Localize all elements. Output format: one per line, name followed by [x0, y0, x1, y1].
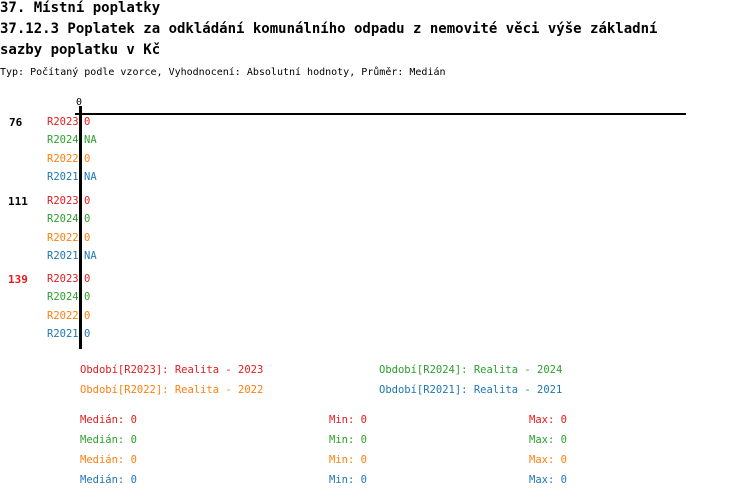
- stat-median: Medián: 0: [80, 434, 137, 446]
- series-label: R2023: [47, 273, 79, 285]
- data-label: NA: [84, 249, 97, 262]
- legend-entry: Období[R2024]: Realita - 2024: [379, 364, 563, 376]
- stat-median: Medián: 0: [80, 414, 137, 426]
- data-label: 0: [84, 273, 91, 285]
- stat-min: Min: 0: [329, 434, 367, 446]
- section-title: 37. Místní poplatky: [0, 0, 161, 16]
- group-label: 111: [8, 195, 28, 208]
- legend-entry: Období[R2021]: Realita - 2021: [379, 384, 563, 396]
- series-label: R2021: [47, 327, 79, 340]
- series-label: R2022: [47, 309, 79, 322]
- stat-max: Max: 0: [529, 474, 567, 486]
- chart-title: 37.12.3 Poplatek za odkládání komunálníh…: [0, 21, 658, 37]
- data-label: 0: [84, 152, 91, 165]
- stat-min: Min: 0: [329, 454, 367, 466]
- data-label: 0: [84, 116, 91, 128]
- stat-max: Max: 0: [529, 434, 567, 446]
- series-label: R2021: [47, 170, 79, 183]
- series-label: R2021: [47, 249, 79, 262]
- data-label: 0: [84, 327, 91, 340]
- data-label: 0: [84, 291, 91, 304]
- series-label: R2024: [47, 291, 79, 304]
- chart-title-cont: sazby poplatku v Kč: [0, 42, 161, 58]
- data-label: NA: [84, 134, 97, 147]
- data-label: 0: [84, 231, 91, 244]
- data-label: 0: [84, 195, 91, 207]
- series-label: R2022: [47, 152, 79, 165]
- data-label: NA: [84, 170, 97, 183]
- series-label: R2023: [47, 116, 79, 128]
- stat-max: Max: 0: [529, 414, 567, 426]
- legend-entry: Období[R2022]: Realita - 2022: [80, 384, 264, 396]
- data-label: 0: [84, 309, 91, 322]
- stat-min: Min: 0: [329, 414, 367, 426]
- stat-max: Max: 0: [529, 454, 567, 466]
- chart-subtitle: Typ: Počítaný podle vzorce, Vyhodnocení:…: [0, 67, 446, 78]
- legend-entry: Období[R2023]: Realita - 2023: [80, 364, 264, 376]
- stat-median: Medián: 0: [80, 454, 137, 466]
- data-label: 0: [84, 213, 91, 226]
- y-axis: [79, 106, 82, 349]
- series-label: R2023: [47, 195, 79, 207]
- series-label: R2024: [47, 134, 79, 147]
- series-label: R2022: [47, 231, 79, 244]
- x-tick-label: 0: [76, 97, 83, 108]
- group-label: 76: [9, 116, 23, 129]
- x-axis: [75, 113, 686, 115]
- group-label: 139: [8, 273, 28, 286]
- stat-min: Min: 0: [329, 474, 367, 486]
- series-label: R2024: [47, 213, 79, 226]
- stat-median: Medián: 0: [80, 474, 137, 486]
